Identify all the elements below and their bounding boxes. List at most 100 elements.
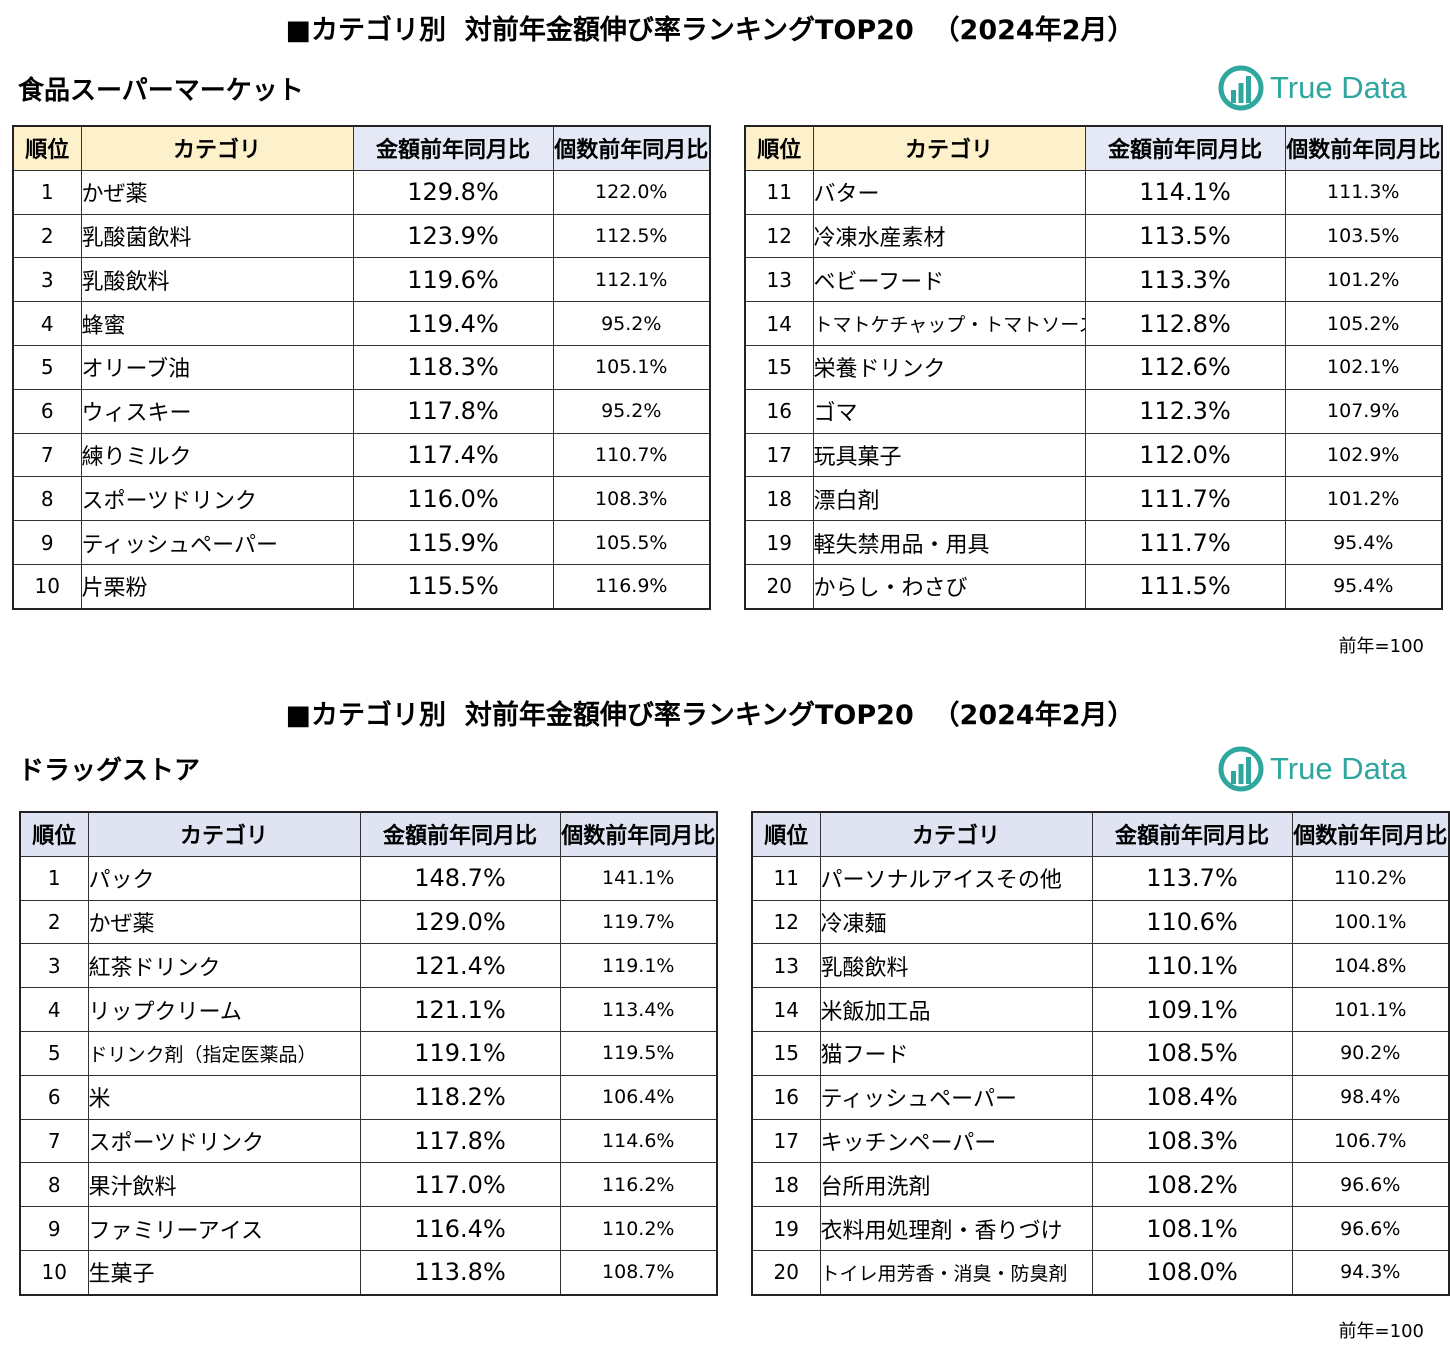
header-rank: 順位	[744, 125, 814, 171]
amount-cell: 121.1%	[359, 987, 561, 1032]
amount-cell: 114.1%	[1084, 169, 1286, 215]
quantity-cell: 105.1%	[552, 344, 711, 390]
amount-cell: 148.7%	[359, 855, 561, 901]
category-cell: からし・わさび	[812, 563, 1086, 610]
rank-cell: 6	[19, 1074, 89, 1120]
quantity-cell: 104.8%	[1291, 943, 1450, 989]
rank-cell: 12	[751, 899, 821, 945]
amount-cell: 129.0%	[359, 899, 561, 945]
main-title: ■カテゴリ別 対前年金額伸び率ランキングTOP20 （2024年2月）	[285, 700, 1135, 731]
category-cell: スポーツドリンク	[87, 1118, 361, 1164]
table-row: 2 かぜ薬 129.0% 119.7%	[19, 899, 718, 945]
quantity-cell: 95.2%	[552, 388, 711, 434]
table-row: 20 トイレ用芳香・消臭・防臭剤 108.0% 94.3%	[751, 1249, 1450, 1296]
category-cell: 片栗粉	[80, 563, 354, 610]
quantity-cell: 105.2%	[1284, 301, 1443, 346]
amount-cell: 108.3%	[1091, 1118, 1293, 1164]
header-category: カテゴリ	[80, 125, 354, 171]
category-cell: 玩具菓子	[812, 432, 1086, 478]
header-rank: 順位	[12, 125, 82, 171]
base-note: 前年=100	[1338, 636, 1424, 657]
table-row: 14 米飯加工品 109.1% 101.1%	[751, 987, 1450, 1032]
ranking-table-left: 順位 カテゴリ 金額前年同月比 個数前年同月比 1 パック 148.7% 141.1%…	[19, 811, 718, 1296]
rank-cell: 13	[751, 943, 821, 989]
rank-cell: 17	[744, 432, 814, 478]
rank-cell: 5	[12, 344, 82, 390]
table-row: 4 リップクリーム 121.1% 113.4%	[19, 987, 718, 1032]
rank-cell: 7	[12, 432, 82, 478]
category-cell: 漂白剤	[812, 476, 1086, 522]
rank-cell: 20	[744, 563, 814, 610]
amount-cell: 109.1%	[1091, 987, 1293, 1032]
section-subtitle: ドラッグストア	[18, 756, 201, 786]
category-cell: 蜂蜜	[80, 301, 354, 346]
section-supermarket: ■カテゴリ別 対前年金額伸び率ランキングTOP20 （2024年2月） 食品スー…	[0, 0, 1450, 680]
truedata-logo: True Data	[1216, 60, 1407, 116]
amount-cell: 108.5%	[1091, 1030, 1293, 1076]
quantity-cell: 96.6%	[1291, 1162, 1450, 1208]
quantity-cell: 111.3%	[1284, 169, 1443, 215]
quantity-cell: 116.2%	[559, 1162, 718, 1208]
quantity-cell: 105.5%	[552, 520, 711, 565]
quantity-cell: 102.9%	[1284, 432, 1443, 478]
header-rank: 順位	[751, 811, 821, 857]
rank-cell: 14	[751, 987, 821, 1032]
table-row: 1 かぜ薬 129.8% 122.0%	[12, 169, 711, 215]
quantity-cell: 106.4%	[559, 1074, 718, 1120]
category-cell: 冷凍麺	[819, 899, 1093, 945]
rank-cell: 3	[19, 943, 89, 989]
table-row: 13 乳酸飲料 110.1% 104.8%	[751, 943, 1450, 989]
category-cell: 米	[87, 1074, 361, 1120]
category-cell: ゴマ	[812, 388, 1086, 434]
ranking-table-right: 順位 カテゴリ 金額前年同月比 個数前年同月比 11 バター 114.1% 111.3…	[744, 125, 1443, 610]
category-cell: 果汁飲料	[87, 1162, 361, 1208]
quantity-cell: 110.2%	[1291, 855, 1450, 901]
table-row: 12 冷凍水産素材 113.5% 103.5%	[744, 213, 1443, 259]
category-cell: キッチンペーパー	[819, 1118, 1093, 1164]
rank-cell: 2	[19, 899, 89, 945]
quantity-cell: 108.3%	[552, 476, 711, 522]
category-cell: ティッシュペーパー	[80, 520, 354, 565]
amount-cell: 117.8%	[352, 388, 554, 434]
rank-cell: 19	[751, 1206, 821, 1251]
table-row: 15 栄養ドリンク 112.6% 102.1%	[744, 344, 1443, 390]
table-row: 2 乳酸菌飲料 123.9% 112.5%	[12, 213, 711, 259]
table-row: 15 猫フード 108.5% 90.2%	[751, 1030, 1450, 1076]
quantity-cell: 101.2%	[1284, 257, 1443, 303]
logo-text: True Data	[1270, 70, 1407, 105]
table-row: 8 スポーツドリンク 116.0% 108.3%	[12, 476, 711, 522]
amount-cell: 113.8%	[359, 1249, 561, 1296]
rank-cell: 9	[12, 520, 82, 565]
quantity-cell: 119.5%	[559, 1030, 718, 1076]
amount-cell: 119.6%	[352, 257, 554, 303]
quantity-cell: 103.5%	[1284, 213, 1443, 259]
header-amount: 金額前年同月比	[352, 125, 554, 171]
table-header-row: 順位 カテゴリ 金額前年同月比 個数前年同月比	[12, 125, 711, 171]
header-rank: 順位	[19, 811, 89, 857]
quantity-cell: 98.4%	[1291, 1074, 1450, 1120]
quantity-cell: 100.1%	[1291, 899, 1450, 945]
category-cell: ベビーフード	[812, 257, 1086, 303]
amount-cell: 117.8%	[359, 1118, 561, 1164]
category-cell: かぜ薬	[87, 899, 361, 945]
amount-cell: 115.5%	[352, 563, 554, 610]
header-quantity: 個数前年同月比	[1291, 811, 1450, 857]
table-row: 20 からし・わさび 111.5% 95.4%	[744, 563, 1443, 610]
amount-cell: 111.7%	[1084, 476, 1286, 522]
table-row: 6 米 118.2% 106.4%	[19, 1074, 718, 1120]
amount-cell: 108.1%	[1091, 1206, 1293, 1251]
quantity-cell: 106.7%	[1291, 1118, 1450, 1164]
rank-cell: 10	[19, 1249, 89, 1296]
quantity-cell: 101.2%	[1284, 476, 1443, 522]
quantity-cell: 119.7%	[559, 899, 718, 945]
ranking-table-left: 順位 カテゴリ 金額前年同月比 個数前年同月比 1 かぜ薬 129.8% 122.0%…	[12, 125, 711, 610]
amount-cell: 110.6%	[1091, 899, 1293, 945]
table-row: 19 衣料用処理剤・香りづけ 108.1% 96.6%	[751, 1206, 1450, 1251]
header-quantity: 個数前年同月比	[552, 125, 711, 171]
amount-cell: 111.7%	[1084, 520, 1286, 565]
rank-cell: 16	[751, 1074, 821, 1120]
table-row: 16 ティッシュペーパー 108.4% 98.4%	[751, 1074, 1450, 1120]
category-cell: ティッシュペーパー	[819, 1074, 1093, 1120]
table-row: 6 ウィスキー 117.8% 95.2%	[12, 388, 711, 434]
amount-cell: 116.4%	[359, 1206, 561, 1251]
